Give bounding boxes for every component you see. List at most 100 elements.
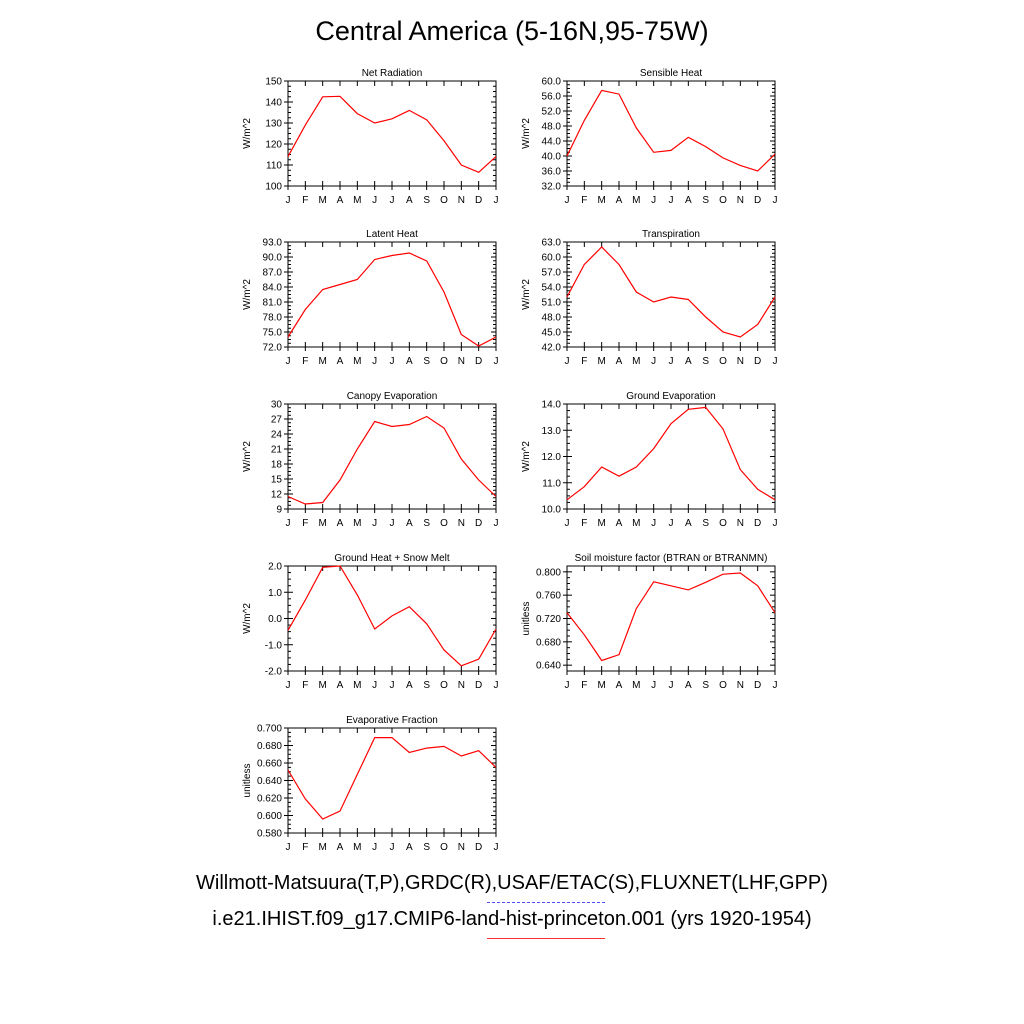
y-tick-label: 12: [271, 490, 283, 501]
x-tick-label: J: [651, 356, 656, 367]
x-tick-label: A: [616, 356, 623, 367]
x-tick-label: N: [458, 842, 465, 853]
x-tick-label: M: [353, 356, 361, 367]
x-tick-label: A: [337, 680, 344, 691]
legend-model-line: [487, 938, 605, 939]
chart-panel: Soil moisture factor (BTRAN or BTRANMN) u…: [521, 553, 778, 691]
x-tick-label: O: [440, 518, 448, 529]
y-tick-label: -2.0: [265, 667, 283, 678]
y-tick-label: 27: [271, 415, 283, 426]
main-title: Central America (5-16N,95-75W): [315, 16, 709, 46]
panel-title: Net Radiation: [362, 68, 423, 79]
y-tick-label: 93.0: [263, 238, 283, 249]
y-tick-label: 0.800: [536, 567, 561, 578]
x-tick-label: N: [458, 195, 465, 206]
y-tick-label: 130: [265, 119, 282, 130]
x-tick-label: N: [458, 518, 465, 529]
y-tick-label: 32.0: [542, 182, 562, 193]
legend-observations-label: Willmott-Matsuura(T,P),GRDC(R),USAF/ETAC…: [196, 872, 828, 894]
panel-title: Ground Heat + Snow Melt: [334, 553, 450, 564]
series-line: [287, 95, 497, 174]
y-tick-label: 1.0: [268, 588, 282, 599]
x-tick-label: J: [372, 195, 377, 206]
x-tick-label: M: [597, 518, 605, 529]
x-tick-label: O: [440, 195, 448, 206]
x-tick-label: S: [423, 680, 430, 691]
y-tick-label: 0.600: [257, 811, 282, 822]
x-tick-label: M: [597, 195, 605, 206]
x-tick-label: D: [754, 356, 761, 367]
x-tick-label: S: [702, 680, 709, 691]
x-tick-label: M: [597, 680, 605, 691]
x-tick-label: M: [353, 518, 361, 529]
x-tick-label: J: [565, 356, 570, 367]
series-line: [566, 406, 776, 501]
y-tick-label: 13.0: [542, 426, 562, 437]
plot-frame: [287, 727, 497, 834]
panel-title: Latent Heat: [366, 229, 418, 240]
x-tick-label: M: [353, 195, 361, 206]
x-tick-label: J: [565, 518, 570, 529]
x-tick-label: S: [702, 356, 709, 367]
x-tick-label: J: [494, 842, 499, 853]
y-axis-label: W/m^2: [242, 603, 253, 634]
y-axis-label: W/m^2: [521, 118, 532, 149]
plot-frame: [287, 241, 497, 348]
y-tick-label: 0.620: [257, 794, 282, 805]
y-tick-label: 42.0: [542, 343, 562, 354]
x-tick-label: M: [632, 518, 640, 529]
y-tick-label: 0.640: [257, 776, 282, 787]
series-line: [287, 415, 497, 505]
panel-title: Sensible Heat: [640, 68, 702, 79]
chart-panel: Ground Evaporation W/m^2 10.0 11.0 12.0 13.0 1…: [521, 391, 778, 529]
x-tick-label: M: [318, 842, 326, 853]
x-tick-label: N: [458, 356, 465, 367]
y-tick-label: 57.0: [542, 268, 562, 279]
x-tick-label: J: [773, 195, 778, 206]
panel-title: Soil moisture factor (BTRAN or BTRANMN): [575, 553, 768, 564]
x-tick-label: S: [423, 356, 430, 367]
y-tick-label: 52.0: [542, 107, 562, 118]
x-tick-label: D: [475, 356, 482, 367]
x-tick-label: J: [286, 518, 291, 529]
y-tick-label: 56.0: [542, 92, 562, 103]
x-tick-label: A: [337, 518, 344, 529]
plot-frame: [287, 403, 497, 510]
x-tick-label: D: [475, 680, 482, 691]
x-tick-label: J: [390, 356, 395, 367]
series-line: [287, 252, 497, 347]
y-tick-label: 81.0: [263, 298, 283, 309]
series-line: [566, 89, 776, 172]
chart-panel: Sensible Heat W/m^2 32.0 36.0 40.0 44.0 48.0 52…: [521, 68, 778, 206]
y-tick-label: 60.0: [542, 253, 562, 264]
plot-frame: [287, 565, 497, 672]
y-tick-label: 110: [266, 161, 282, 172]
x-tick-label: O: [440, 842, 448, 853]
y-tick-label: 0.760: [536, 591, 561, 602]
x-tick-label: N: [458, 680, 465, 691]
y-tick-label: 2.0: [268, 562, 282, 573]
x-tick-label: J: [565, 195, 570, 206]
legend-model-label: i.e21.IHIST.f09_g17.CMIP6-land-hist-prin…: [212, 908, 812, 930]
x-tick-label: J: [372, 518, 377, 529]
x-tick-label: J: [286, 680, 291, 691]
y-axis-label: W/m^2: [242, 118, 253, 149]
y-tick-label: 87.0: [263, 268, 283, 279]
y-tick-label: 9: [276, 505, 282, 516]
x-tick-label: J: [669, 195, 674, 206]
x-tick-label: F: [302, 680, 308, 691]
x-tick-label: M: [318, 680, 326, 691]
x-tick-label: J: [372, 356, 377, 367]
x-tick-label: D: [754, 195, 761, 206]
x-tick-label: M: [353, 680, 361, 691]
x-tick-label: A: [406, 842, 413, 853]
y-tick-label: 90.0: [263, 253, 283, 264]
x-tick-label: M: [632, 195, 640, 206]
x-tick-label: J: [651, 195, 656, 206]
x-tick-label: J: [390, 518, 395, 529]
x-tick-label: N: [737, 356, 744, 367]
y-tick-label: 48.0: [542, 122, 562, 133]
chart-panel: Latent Heat W/m^2 72.0 75.0 78.0 81.0 84.0 87.0…: [242, 229, 499, 367]
x-tick-label: A: [406, 356, 413, 367]
